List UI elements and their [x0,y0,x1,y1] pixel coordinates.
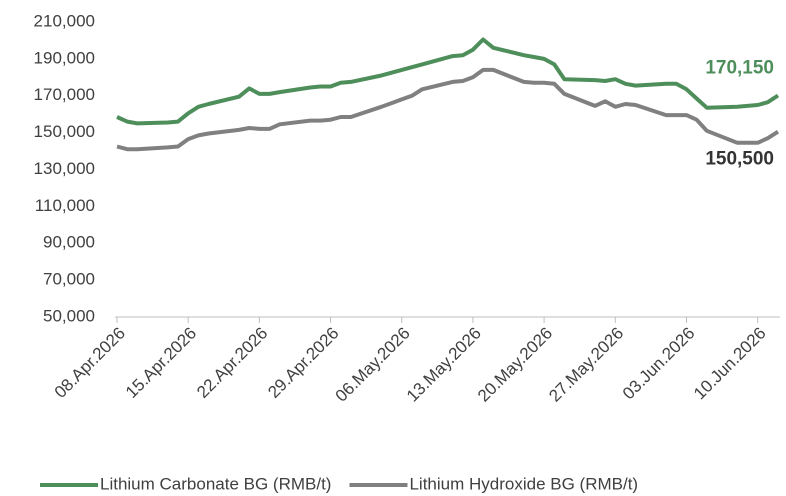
y-tick-label: 110,000 [35,196,95,215]
y-tick-label: 210,000 [34,11,95,30]
x-tick-label: 03.Jun.2026 [619,324,699,404]
x-tick-label: 10.Jun.2026 [690,324,770,404]
series-line [116,37,780,126]
y-tick-label: 150,000 [34,122,95,141]
x-tick-label: 08.Apr.2026 [51,324,129,402]
x-tick-label: 29.Apr.2026 [264,324,342,402]
x-tick-label: 27.May.2026 [545,324,627,406]
end-label: 170,150 [705,57,774,78]
y-tick-label: 70,000 [43,270,95,289]
legend-label: Lithium Hydroxide BG (RMB/t) [409,474,638,493]
end-label: 150,500 [705,149,774,170]
x-tick-label: 13.May.2026 [403,324,485,406]
x-tick-label: 20.May.2026 [474,324,556,406]
y-tick-label: 130,000 [34,159,95,178]
y-tick-label: 170,000 [34,85,95,104]
y-tick-label: 50,000 [43,306,95,325]
y-tick-label: 90,000 [43,233,95,252]
legend-label: Lithium Carbonate BG (RMB/t) [100,474,331,493]
y-tick-label: 190,000 [34,48,95,67]
x-tick-label: 06.May.2026 [332,324,414,406]
x-tick-label: 15.Apr.2026 [122,324,200,402]
x-tick-label: 22.Apr.2026 [193,324,271,402]
series-line [116,67,780,152]
